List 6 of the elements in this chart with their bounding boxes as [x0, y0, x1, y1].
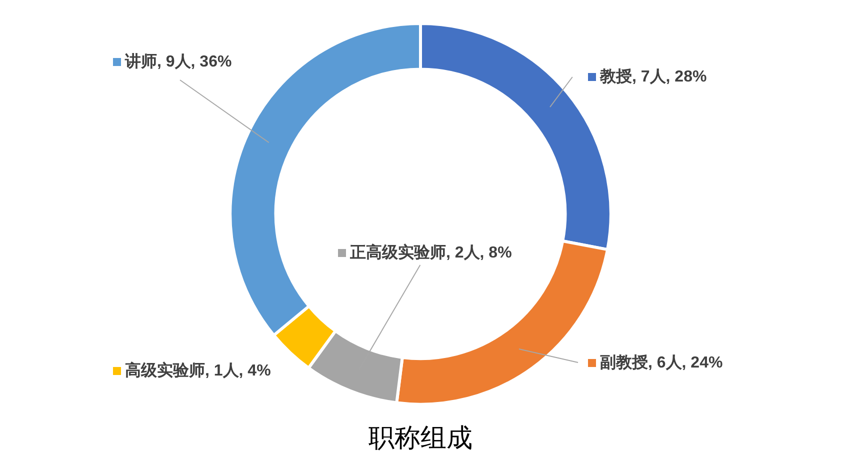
legend-label: 副教授, 6人, 24%	[600, 353, 723, 372]
legend-label: 正高级实验师, 2人, 8%	[349, 242, 512, 262]
legend-label: 高级实验师, 1人, 4%	[125, 360, 271, 380]
legend-label: 讲师, 9人, 36%	[124, 52, 232, 70]
legend-label: 教授, 7人, 28%	[599, 67, 707, 86]
text: 职称组成	[368, 422, 472, 453]
